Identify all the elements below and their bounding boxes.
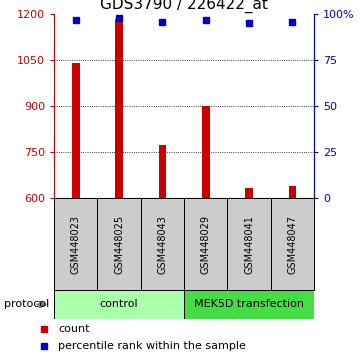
Bar — [158, 144, 166, 198]
Text: GSM448041: GSM448041 — [244, 215, 254, 274]
Bar — [115, 19, 123, 198]
Bar — [288, 186, 296, 198]
Text: MEK5D transfection: MEK5D transfection — [194, 299, 304, 309]
Bar — [245, 188, 253, 198]
Bar — [271, 198, 314, 290]
Bar — [184, 198, 227, 290]
Bar — [72, 63, 80, 198]
Text: GSM448043: GSM448043 — [157, 215, 168, 274]
Bar — [184, 290, 314, 319]
Text: control: control — [100, 299, 138, 309]
Bar — [54, 198, 97, 290]
Text: count: count — [58, 324, 90, 333]
Text: GSM448023: GSM448023 — [71, 215, 81, 274]
Bar — [141, 198, 184, 290]
Title: GDS3790 / 226422_at: GDS3790 / 226422_at — [100, 0, 268, 13]
Bar — [97, 198, 141, 290]
Text: percentile rank within the sample: percentile rank within the sample — [58, 341, 246, 351]
Text: GSM448029: GSM448029 — [201, 215, 211, 274]
Text: protocol: protocol — [4, 299, 49, 309]
Bar — [54, 290, 184, 319]
Bar — [227, 198, 271, 290]
Text: GSM448047: GSM448047 — [287, 215, 297, 274]
Bar — [202, 106, 210, 198]
Text: GSM448025: GSM448025 — [114, 215, 124, 274]
